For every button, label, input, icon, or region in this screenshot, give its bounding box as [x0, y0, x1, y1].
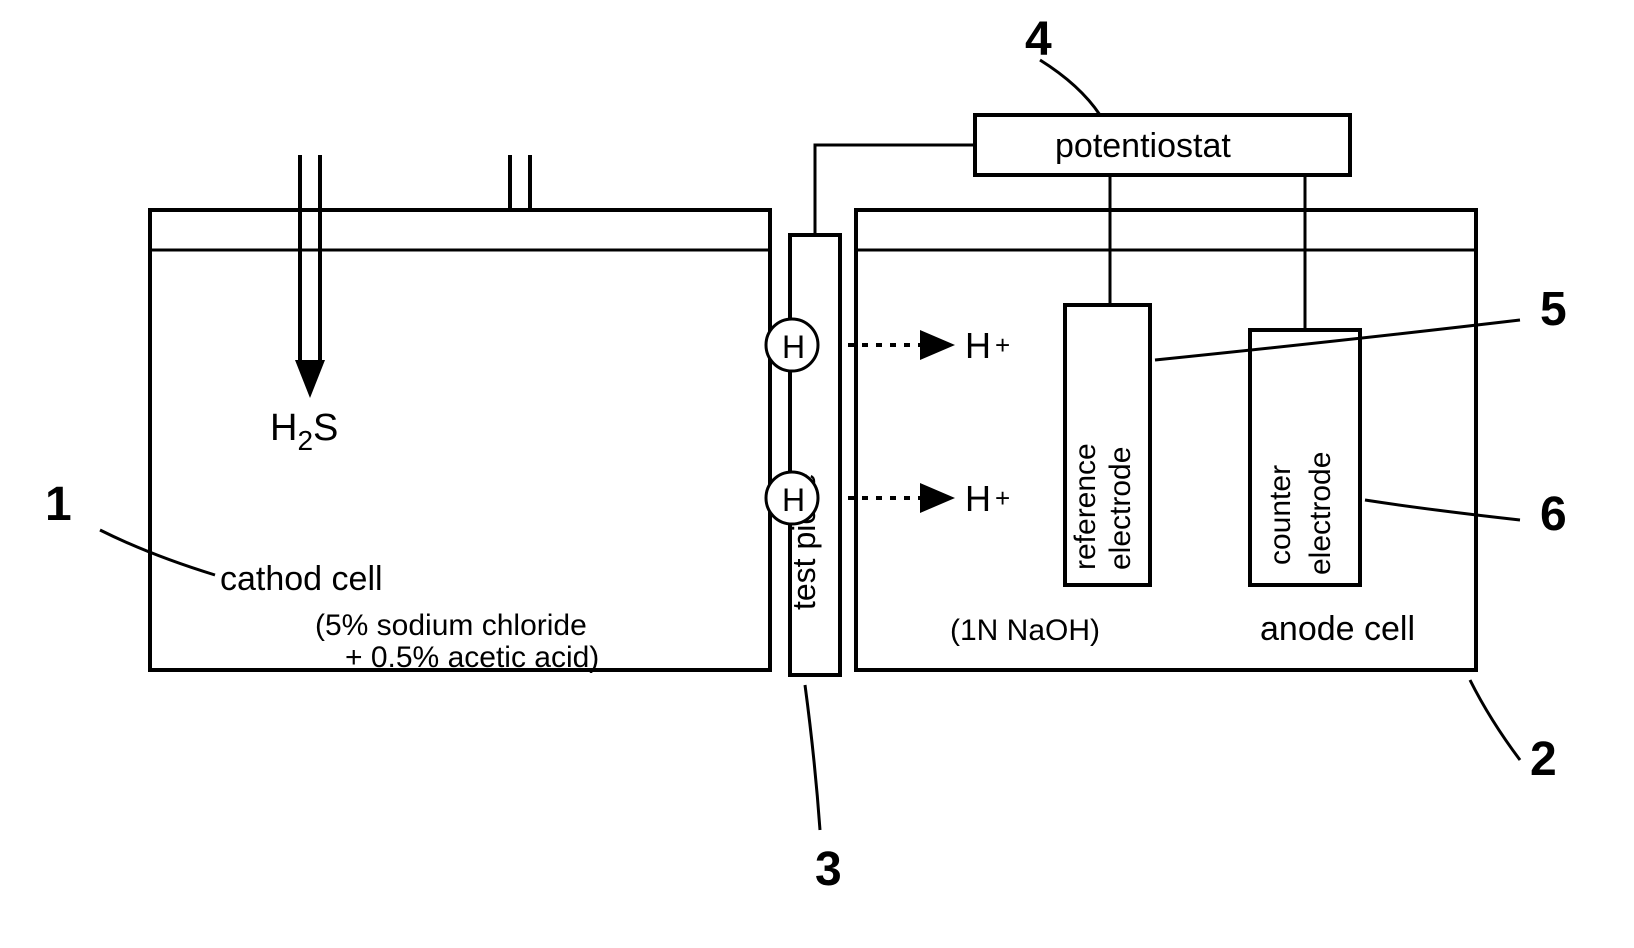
callout-6: 6 [1365, 488, 1567, 541]
svg-text:3: 3 [815, 843, 842, 896]
reference-electrode-label2: electrode [1104, 447, 1137, 570]
svg-text:6: 6 [1540, 488, 1567, 541]
h-plus-label-1: H+ [965, 325, 1010, 366]
callout-2: 2 [1470, 680, 1557, 786]
counter-electrode-label2: electrode [1304, 452, 1337, 575]
gas-inlet-arrow [295, 360, 325, 398]
h-plus-label-2: H+ [965, 478, 1010, 519]
anode-cell-box [856, 210, 1476, 670]
callout-3: 3 [805, 685, 842, 896]
h-arrow-2-head [920, 483, 955, 513]
cathode-cell-box [150, 210, 770, 670]
hydrogen-permeation-diagram: H2S cathod cell (5% sodium chloride + 0.… [0, 0, 1634, 948]
svg-text:H: H [782, 482, 805, 518]
h2s-label: H2S [270, 407, 338, 456]
svg-text:H: H [782, 329, 805, 365]
h-arrow-1-head [920, 330, 955, 360]
h-circle-1: H [766, 319, 818, 371]
counter-electrode-label1: counter [1264, 465, 1297, 565]
svg-text:2: 2 [1530, 733, 1557, 786]
cathode-solution-line1: (5% sodium chloride [315, 609, 587, 642]
wire-to-testpiece [815, 145, 975, 235]
cathode-solution-line2: + 0.5% acetic acid) [345, 641, 599, 674]
svg-text:5: 5 [1540, 283, 1567, 336]
callout-4: 4 [1025, 13, 1100, 115]
anode-solution-label: (1N NaOH) [950, 614, 1100, 647]
callout-1: 1 [45, 478, 215, 575]
cathode-cell-label: cathod cell [220, 560, 383, 598]
svg-text:1: 1 [45, 478, 72, 531]
reference-electrode-label1: reference [1069, 443, 1102, 570]
anode-cell-label: anode cell [1260, 610, 1415, 648]
potentiostat-label: potentiostat [1055, 127, 1231, 165]
h-circle-2: H [766, 472, 818, 524]
svg-text:4: 4 [1025, 13, 1052, 66]
